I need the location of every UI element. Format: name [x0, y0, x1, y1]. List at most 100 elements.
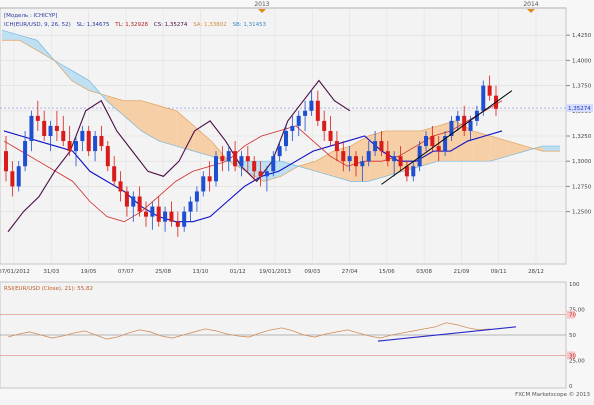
- span-a-line: [2, 39, 560, 182]
- date-tick-label: 25/08: [155, 269, 171, 275]
- candle-body: [373, 141, 378, 152]
- cloud-segment: [455, 120, 473, 162]
- cloud-segment: [542, 146, 560, 152]
- cloud-segment: [193, 125, 212, 157]
- date-tick-label: 13/10: [192, 269, 208, 275]
- price-tick-label: 1,2750: [572, 184, 592, 190]
- cloud-segment: [507, 141, 526, 157]
- cloud-segment: [350, 136, 369, 182]
- rsi-tick-label: 100: [569, 282, 580, 288]
- candle-body: [430, 136, 435, 147]
- legend-cs: CS: 1,35274: [154, 22, 188, 28]
- chikou-line: [7, 79, 351, 233]
- ichimoku-legend: ICH(EUR/USD, 9, 26, 52) SL: 1,34675 TL: …: [4, 22, 267, 28]
- legend-tl: TL: 1,32928: [114, 22, 148, 28]
- cloud-segment: [141, 100, 159, 142]
- price-tick-label: 1,4250: [572, 33, 592, 39]
- rsi-tick-label: 25,00: [569, 359, 585, 365]
- footer-copyright: FXCM Marketscope © 2013: [515, 391, 590, 398]
- candle-body: [392, 156, 397, 162]
- cloud-segment: [315, 151, 334, 177]
- candle-body: [23, 141, 28, 167]
- candle-body: [112, 166, 117, 182]
- date-tick-label: 27/04: [342, 269, 358, 275]
- candle-body: [264, 171, 269, 177]
- legend-sl: SL: 1,34675: [77, 22, 110, 28]
- candle-body: [105, 146, 110, 167]
- date-tick-label: 31/03: [43, 269, 59, 275]
- candle-body: [16, 166, 21, 187]
- candle-body: [207, 176, 212, 182]
- date-tick-label: 01/12: [230, 269, 246, 275]
- trend-line: [381, 90, 513, 185]
- candle-body: [86, 130, 91, 152]
- date-tick-label: 21/09: [453, 269, 469, 275]
- candle-body: [398, 156, 403, 167]
- candle-body: [10, 171, 15, 187]
- candle-body: [245, 156, 250, 162]
- candle-body: [42, 120, 47, 136]
- candle-body: [188, 201, 193, 212]
- candle-body: [118, 181, 123, 192]
- candle-body: [54, 125, 59, 131]
- candle-body: [334, 141, 339, 152]
- candle-body: [455, 115, 460, 121]
- date-tick-label: 19/05: [81, 269, 97, 275]
- year-marker-icon: [527, 9, 535, 13]
- legend-sa: SA: 1,33802: [193, 22, 227, 28]
- rsi-legend: RSI(EUR/USD (Close), 21): 55,82: [4, 286, 93, 292]
- candle-body: [93, 136, 98, 152]
- price-axis-ticks: 1,42501,40001,37501,35001,32501,30001,27…: [566, 33, 593, 216]
- candle-body: [29, 115, 34, 142]
- last-price-badge: [566, 104, 593, 113]
- price-tick-label: 1,3750: [572, 84, 592, 90]
- candle-body: [468, 120, 473, 131]
- candle-body: [214, 156, 218, 182]
- candle-body: [277, 146, 282, 157]
- candle-body: [443, 136, 448, 152]
- candle-body: [233, 151, 238, 167]
- date-axis-ticks: 07/01/2012 31/03 19/05 07/07 25/08 13/10 01/12…: [0, 269, 544, 275]
- candle-body: [347, 156, 352, 162]
- candle-body: [290, 125, 295, 131]
- year-marker-icon: [258, 9, 266, 13]
- candle-body: [424, 136, 428, 147]
- candle-body: [411, 166, 416, 177]
- candle-body: [379, 141, 384, 152]
- candle-body: [163, 211, 168, 222]
- price-tick-label: 1,3250: [572, 134, 592, 140]
- candle-body: [124, 191, 129, 207]
- candle-body: [449, 120, 454, 136]
- candle-body: [258, 171, 263, 177]
- candle-body: [80, 130, 85, 142]
- date-tick-label: 28/12: [528, 269, 544, 275]
- candle-body: [417, 146, 422, 167]
- candle-body: [67, 141, 72, 152]
- date-tick-label: 07/01/2012: [0, 269, 30, 275]
- cloud-segment: [490, 136, 508, 162]
- price-tick-label: 1,3000: [572, 159, 592, 165]
- cloud-segment: [281, 161, 299, 177]
- price-tick-label: 1,2500: [572, 210, 592, 216]
- cloud-segment: [124, 100, 142, 131]
- candle-body: [271, 156, 276, 172]
- date-tick-label: 07/07: [118, 269, 134, 275]
- top-axis-label-2013: 2013: [254, 1, 269, 8]
- rsi-tick-label: 70: [569, 313, 576, 319]
- price-tick-label: 1,4000: [572, 58, 592, 64]
- cloud-segment: [368, 130, 386, 182]
- tenkan-line: [3, 100, 503, 223]
- candle-body: [182, 211, 187, 227]
- candle-body: [462, 115, 467, 131]
- date-tick-label: 09/03: [304, 269, 320, 275]
- model-label: [Модель : ICHICYP]: [4, 13, 57, 19]
- candle-body: [354, 156, 358, 167]
- candle-body: [404, 166, 409, 177]
- candle-body: [99, 136, 104, 147]
- candle-body: [144, 211, 148, 217]
- date-tick-label: 03/08: [416, 269, 432, 275]
- candle-body: [61, 130, 66, 142]
- date-tick-label: 15/06: [379, 269, 395, 275]
